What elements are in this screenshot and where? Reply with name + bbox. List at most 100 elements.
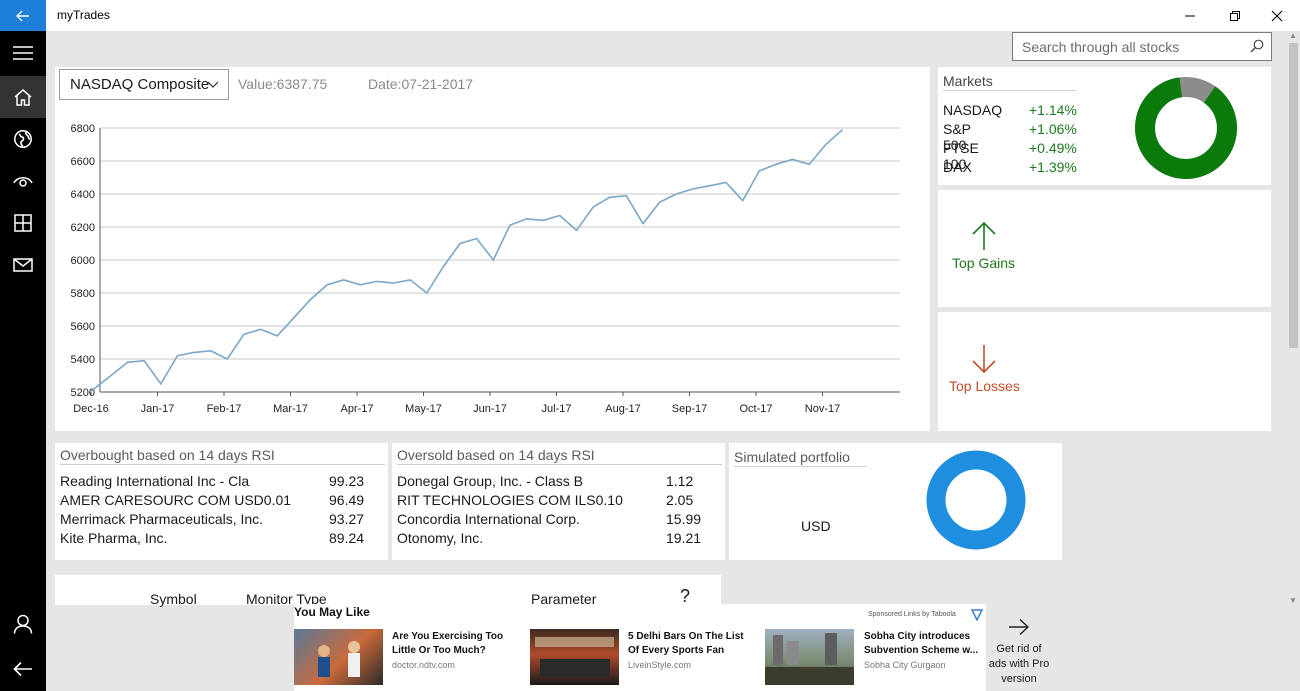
y-tick-label: 5200 — [71, 387, 95, 399]
oversold-stock-value: 2.05 — [666, 492, 694, 508]
oversold-stock-name[interactable]: Otonomy, Inc. — [397, 530, 484, 546]
overbought-stock-name[interactable]: Kite Pharma, Inc. — [60, 530, 168, 546]
close-icon — [1271, 10, 1283, 21]
overbought-title: Overbought based on 14 days RSI — [60, 447, 385, 465]
x-tick-label: Aug-17 — [605, 403, 640, 415]
ad-image-fitness[interactable] — [294, 629, 383, 685]
restore-button[interactable] — [1212, 0, 1258, 31]
person-icon — [13, 614, 33, 634]
y-tick-label: 6400 — [71, 189, 95, 201]
mail-icon — [13, 258, 33, 272]
markets-donut-chart — [1135, 77, 1237, 179]
top-losses-label: Top Losses — [949, 378, 1020, 394]
nav-grid[interactable] — [0, 202, 46, 244]
oversold-stock-name[interactable]: Concordia International Corp. — [397, 511, 580, 527]
oversold-stock-name[interactable]: RIT TECHNOLOGIES COM ILS0.10 — [397, 492, 623, 508]
series-line — [90, 129, 844, 392]
search-input[interactable] — [1013, 33, 1243, 60]
nav-globe[interactable] — [0, 118, 46, 160]
y-tick-label: 6600 — [71, 156, 95, 168]
ad-image-city[interactable] — [765, 629, 854, 685]
overbought-panel — [55, 443, 388, 560]
monitor-col-parameter: Parameter — [531, 591, 597, 607]
overbought-stock-value: 93.27 — [329, 511, 365, 527]
market-name: NASDAQ — [943, 102, 1003, 118]
index-selector[interactable]: NASDAQ Composite — [59, 69, 229, 100]
market-name: S&P 500 — [943, 121, 971, 153]
overbought-stock-name[interactable]: AMER CARESOURC COM USD0.01 — [60, 492, 292, 508]
market-change: +1.39% — [1029, 159, 1077, 175]
back-arrow-icon — [13, 661, 32, 677]
market-change: +0.49% — [1029, 140, 1077, 156]
market-name: FTSE 100 — [943, 140, 979, 172]
x-tick-label: Jan-17 — [141, 403, 175, 415]
overbought-stock-value: 96.49 — [329, 492, 365, 508]
scrollbar-thumb[interactable] — [1289, 43, 1298, 348]
oversold-stock-value: 19.21 — [666, 530, 702, 546]
grid-icon — [14, 214, 32, 232]
close-button[interactable] — [1254, 0, 1300, 31]
y-tick-label: 5600 — [71, 321, 95, 333]
oversold-stock-name[interactable]: Donegal Group, Inc. - Class B — [397, 473, 583, 489]
back-button[interactable] — [0, 0, 46, 31]
y-tick-label: 6200 — [71, 222, 95, 234]
y-tick-label: 6000 — [71, 255, 95, 267]
page-scrollbar[interactable]: ▲ ▼ — [1286, 31, 1300, 606]
oversold-panel — [392, 443, 725, 560]
upgrade-pro-link[interactable]: Get rid of ads with Pro version — [988, 643, 1050, 685]
top-gains-label: Top Gains — [952, 255, 1016, 271]
nav-watch[interactable] — [0, 160, 46, 202]
globe-icon — [14, 130, 32, 148]
overbought-stock-name[interactable]: Merrimack Pharmaceuticals, Inc. — [60, 511, 264, 527]
back-arrow-icon — [16, 10, 29, 21]
ad-heading: You May Like — [294, 605, 370, 619]
arrow-right-icon[interactable] — [1008, 618, 1030, 636]
ad-headline[interactable]: Are You Exercising Too Little Or Too Muc… — [392, 631, 504, 656]
minimize-button[interactable] — [1167, 0, 1213, 31]
portfolio-donut-chart — [926, 450, 1026, 550]
nav-home[interactable] — [0, 76, 46, 118]
scroll-down-icon[interactable]: ▼ — [1289, 596, 1297, 605]
oversold-stock-value: 15.99 — [666, 511, 702, 527]
oversold-title: Oversold based on 14 days RSI — [397, 447, 722, 465]
index-selected-value: NASDAQ Composite — [70, 76, 210, 93]
top-losses-tile[interactable] — [938, 312, 1271, 431]
x-tick-label: Dec-16 — [73, 403, 108, 415]
nav-menu-button[interactable] — [0, 32, 46, 74]
restore-icon — [1230, 10, 1240, 21]
market-change: +1.06% — [1029, 121, 1077, 137]
nav-back[interactable] — [0, 648, 46, 690]
ad-headline[interactable]: Sobha City introduces Subvention Scheme … — [864, 631, 979, 656]
monitor-col-symbol: Symbol — [150, 591, 197, 607]
arrow-down-icon — [972, 345, 996, 374]
x-tick-label: Oct-17 — [739, 403, 772, 415]
x-tick-label: Mar-17 — [273, 403, 308, 415]
x-tick-label: May-17 — [405, 403, 442, 415]
y-tick-label: 6800 — [71, 123, 95, 135]
ad-sponsor-label[interactable]: Sponsored Links by Taboola — [868, 611, 956, 618]
help-icon[interactable]: ? — [680, 586, 691, 606]
ad-strip — [294, 604, 986, 691]
overbought-stock-name[interactable]: Reading International Inc - Cla — [60, 473, 250, 489]
portfolio-ring — [926, 450, 1026, 550]
taboola-logo-icon[interactable] — [971, 609, 983, 621]
x-tick-label: Jun-17 — [473, 403, 507, 415]
nav-account[interactable] — [0, 603, 46, 645]
monitor-panel — [55, 575, 721, 605]
ad-image-bar[interactable] — [530, 629, 619, 685]
x-tick-label: Feb-17 — [207, 403, 242, 415]
portfolio-currency: USD — [801, 518, 831, 534]
nav-mail[interactable] — [0, 244, 46, 286]
ad-source: doctor.ndtv.com — [392, 660, 455, 670]
scroll-up-icon[interactable]: ▲ — [1289, 31, 1297, 40]
ad-headline[interactable]: 5 Delhi Bars On The List Of Every Sports… — [628, 631, 744, 656]
minimize-icon — [1185, 15, 1195, 16]
market-name: DAX — [943, 159, 972, 175]
monitor-col-type: Monitor Type — [246, 591, 327, 607]
market-change: +1.14% — [1029, 102, 1077, 118]
x-tick-label: Nov-17 — [805, 403, 840, 415]
search-icon[interactable] — [1250, 39, 1264, 53]
top-gains-tile[interactable] — [938, 190, 1271, 307]
oversold-stock-value: 1.12 — [666, 473, 694, 489]
stock-search-box[interactable] — [1012, 32, 1272, 61]
